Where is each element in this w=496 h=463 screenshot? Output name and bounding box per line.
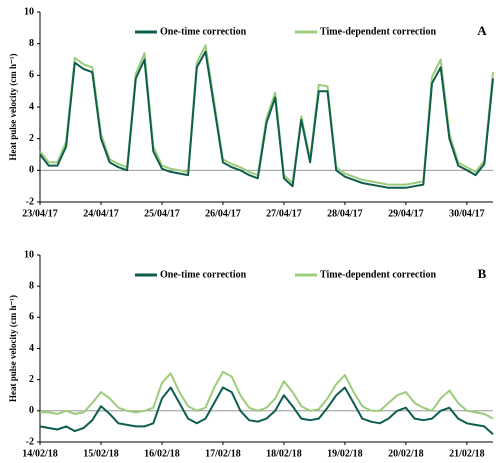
x-tick-label: 19/02/18 [327,448,363,459]
y-tick-label: 6 [29,312,34,323]
y-tick-label: 2 [29,374,34,385]
y-tick-label: 10 [24,6,34,17]
y-tick-label: 0 [29,165,34,176]
y-axis-label: Heat pulse velocity (cm h⁻¹) [8,295,18,402]
x-tick-label: 23/04/17 [22,208,58,219]
y-tick-label: 10 [24,249,34,260]
x-tick-label: 24/04/17 [83,208,119,219]
x-tick-label: 16/02/18 [144,448,180,459]
y-axis-label: Heat pulse velocity (cm h⁻¹) [8,54,18,161]
legend-label: One-time correction [160,26,247,37]
y-tick-label: 0 [29,405,34,416]
y-tick-label: 6 [29,70,34,81]
y-tick-label: 4 [29,101,34,112]
panel-label: B [478,266,487,281]
y-tick-label: 8 [29,280,34,291]
x-tick-label: 30/04/17 [449,208,485,219]
y-tick-label: -2 [26,436,34,447]
x-tick-label: 20/02/18 [388,448,424,459]
panel-label: A [477,23,487,38]
y-tick-label: -2 [26,196,34,207]
legend-label: One-time correction [160,269,247,280]
x-tick-label: 17/02/18 [205,448,241,459]
series-line [39,386,494,435]
y-tick-label: 8 [29,38,34,49]
x-tick-label: 27/04/17 [266,208,302,219]
y-tick-label: 4 [29,343,34,354]
legend-label: Time-dependent correction [320,26,436,37]
x-tick-label: 29/04/17 [388,208,424,219]
legend-label: Time-dependent correction [320,269,436,280]
x-tick-label: 26/04/17 [205,208,241,219]
series-line [39,44,494,186]
x-tick-label: 25/04/17 [144,208,180,219]
series-line [39,50,494,189]
x-tick-label: 15/02/18 [83,448,119,459]
x-tick-label: 18/02/18 [266,448,302,459]
series-line [40,370,494,420]
x-tick-label: 28/04/17 [327,208,363,219]
x-tick-label: 14/02/18 [22,448,58,459]
y-tick-label: 2 [29,133,34,144]
x-tick-label: 21/02/18 [449,448,485,459]
